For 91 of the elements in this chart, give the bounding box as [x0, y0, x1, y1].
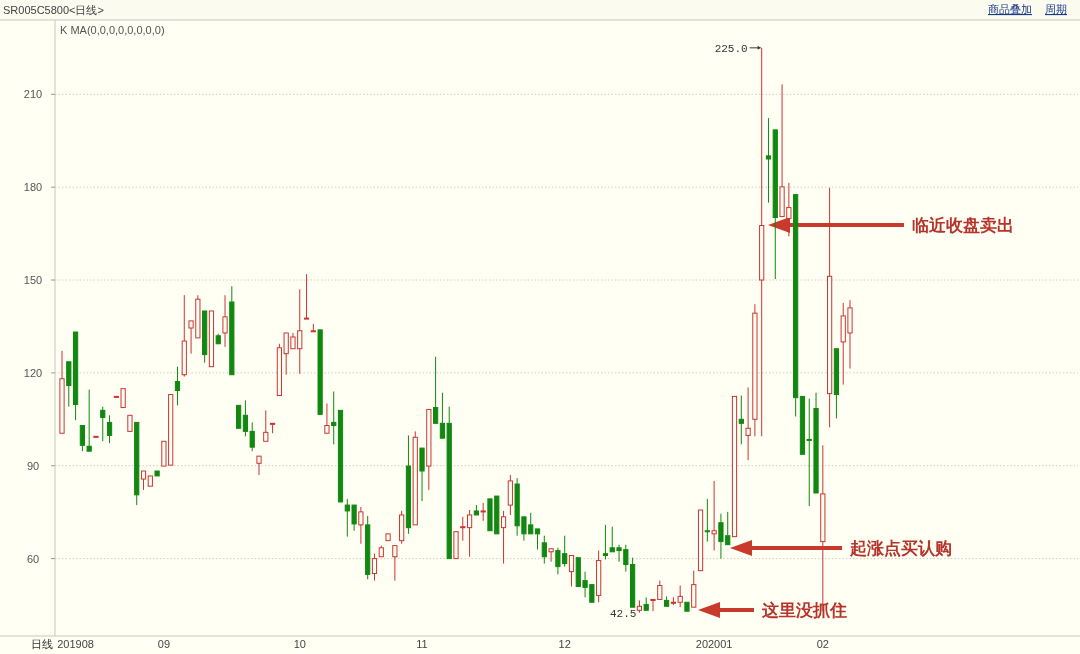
candlestick	[106, 414, 113, 444]
text: 商品叠加	[988, 3, 1032, 15]
candlestick	[691, 570, 697, 608]
x-tick-label: 09	[157, 638, 171, 650]
x-tick-label: 02	[816, 638, 829, 650]
candlestick	[738, 394, 744, 445]
candlestick	[833, 348, 840, 419]
annotation: 225.0	[714, 42, 748, 55]
annotation: 起涨点买认购	[849, 539, 952, 558]
candlestick	[134, 421, 140, 506]
candlestick	[704, 498, 710, 543]
candlestick	[79, 425, 85, 452]
x-tick-label: 202001	[695, 638, 733, 650]
candlestick	[548, 548, 554, 563]
y-tick-label: 210	[23, 88, 43, 101]
candlestick	[500, 510, 507, 565]
candlestick	[147, 475, 153, 487]
candlestick	[480, 502, 486, 522]
y-tick-label: 180	[23, 181, 43, 194]
candlestick	[426, 408, 432, 491]
candlestick	[174, 366, 181, 406]
candlestick	[697, 509, 704, 572]
candlestick	[93, 435, 99, 438]
candlestick	[392, 545, 398, 582]
candlestick	[433, 356, 439, 424]
candlestick	[636, 599, 643, 614]
text: 日线	[31, 638, 53, 650]
candlestick	[684, 601, 690, 612]
candlestick	[412, 430, 418, 526]
candlestick	[473, 504, 479, 516]
candlestick	[236, 404, 242, 429]
text: 临近收盘卖出	[912, 216, 1014, 235]
y-tick-label: 90	[26, 459, 40, 472]
candlestick	[371, 553, 378, 582]
candlestick	[100, 406, 106, 442]
candlestick	[745, 386, 751, 461]
chart-title: SR005C5800<日线>	[3, 4, 104, 16]
candlestick	[405, 434, 412, 535]
x-tick-label: 12	[558, 638, 571, 650]
text: 周期	[1045, 3, 1067, 15]
y-tick-label: 120	[23, 366, 43, 379]
candlestick	[602, 524, 609, 561]
candlestick	[181, 294, 187, 378]
x-tick-label: 11	[416, 638, 428, 650]
y-tick-label: 60	[26, 552, 40, 565]
candlestick	[140, 470, 147, 491]
candlestick	[331, 390, 337, 445]
annotation: K MA(0,0,0,0,0,0,0,0)	[60, 24, 165, 36]
candlestick	[303, 273, 310, 320]
x-tick-label: 201908	[57, 638, 94, 650]
candlestick	[534, 528, 541, 551]
candlestick	[541, 535, 547, 565]
candlestick	[222, 294, 228, 348]
candlestick	[568, 555, 575, 587]
candlestick	[229, 285, 235, 376]
candlestick	[256, 455, 262, 476]
candlestick	[208, 310, 215, 368]
candlestick	[127, 414, 133, 432]
candlestick	[507, 474, 513, 516]
candlestick	[596, 550, 602, 603]
candlestick	[317, 329, 323, 415]
candlestick	[324, 403, 330, 434]
x-tick-label: 10	[293, 638, 306, 650]
candlestick	[385, 533, 391, 542]
candlestick	[827, 187, 833, 428]
candlestick	[337, 409, 344, 503]
candlestick	[310, 323, 316, 333]
candlestick	[765, 117, 772, 204]
candlestick	[453, 531, 459, 560]
candlestick	[793, 194, 799, 418]
candlestick	[752, 303, 758, 437]
candlestick	[86, 389, 92, 452]
candlestick	[731, 395, 738, 538]
candlestick	[202, 310, 208, 364]
candlestick	[378, 545, 384, 558]
annotation: 这里没抓住	[761, 601, 847, 620]
candlestick	[772, 129, 778, 280]
y-tick-label: 150	[23, 274, 43, 287]
candlestick	[663, 595, 670, 607]
candlestick	[399, 510, 405, 545]
candlestick	[711, 480, 717, 552]
candlestick	[59, 350, 65, 434]
candlestick	[215, 333, 221, 345]
candlestick	[269, 422, 276, 434]
candlestick	[154, 470, 160, 477]
candlestick	[358, 506, 364, 545]
candlestick	[643, 596, 649, 611]
annotation: 42.5	[610, 607, 637, 620]
candlestick	[365, 515, 371, 580]
candlestick	[419, 447, 425, 502]
candlestick	[263, 409, 269, 442]
